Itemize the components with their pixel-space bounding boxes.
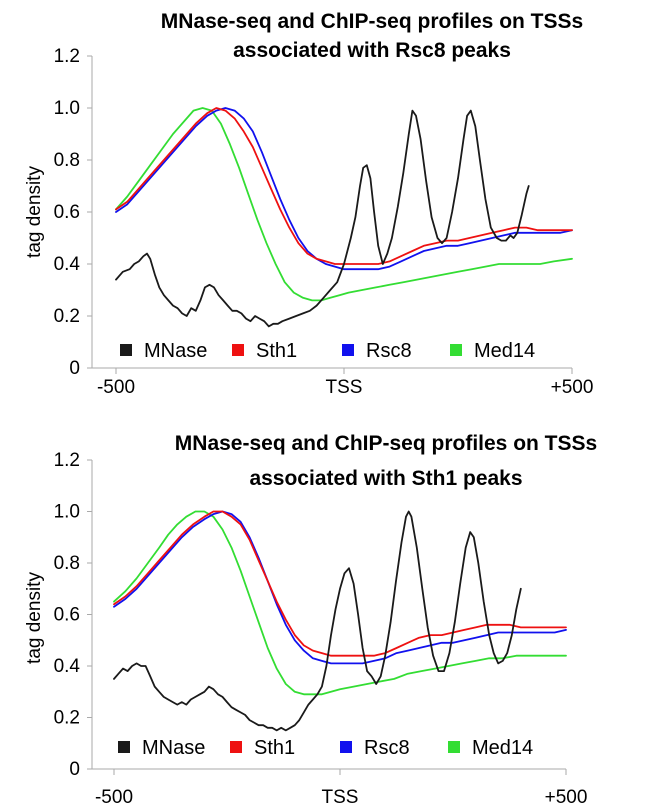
- legend-swatch-sth1: [230, 741, 242, 753]
- chart-panel-rsc8: MNase-seq and ChIP-seq profiles on TSSs a…: [24, 10, 594, 398]
- legend-swatch-med14: [450, 344, 462, 356]
- chart-sth1: MNase-seq and ChIP-seq profiles on TSSs a…: [24, 432, 597, 808]
- x-tick-label: TSS: [322, 787, 359, 808]
- legend-swatch-mnase: [120, 344, 132, 356]
- chart-panel-sth1: MNase-seq and ChIP-seq profiles on TSSs a…: [0, 408, 656, 812]
- y-tick-label: 0.8: [54, 150, 80, 171]
- y-axis-label: tag density: [24, 166, 45, 258]
- chart-title-line: MNase-seq and ChIP-seq profiles on TSSs: [175, 432, 597, 455]
- series-line-mnase: [113, 510, 522, 732]
- legend-swatch-sth1: [232, 344, 244, 356]
- y-tick-label: 1.2: [54, 46, 80, 67]
- legend-label-rsc8: Rsc8: [364, 737, 410, 759]
- x-tick-label: -500: [95, 787, 133, 808]
- series-line-med14: [115, 107, 573, 302]
- chart-title-line: associated with Sth1 peaks: [249, 467, 522, 490]
- y-axis-label: tag density: [24, 572, 45, 664]
- y-tick-label: 0.2: [54, 306, 80, 327]
- y-tick-label: 1.0: [54, 98, 80, 119]
- legend-swatch-med14: [448, 741, 460, 753]
- legend-swatch-rsc8: [340, 741, 352, 753]
- legend-label-mnase: MNase: [144, 340, 207, 362]
- y-tick-label: 0.6: [54, 202, 80, 223]
- chart-rsc8: MNase-seq and ChIP-seq profiles on TSSs a…: [24, 10, 594, 398]
- series-line-med14: [113, 510, 567, 696]
- y-tick-label: 1.2: [54, 450, 80, 471]
- legend-label-rsc8: Rsc8: [366, 340, 412, 362]
- legend-swatch-mnase: [118, 741, 130, 753]
- chart-title-line: MNase-seq and ChIP-seq profiles on TSSs: [161, 10, 583, 33]
- y-tick-label: 0: [69, 358, 80, 379]
- legend-swatch-rsc8: [342, 344, 354, 356]
- x-tick-label: +500: [551, 377, 594, 398]
- legend-label-med14: Med14: [474, 340, 535, 362]
- legend-label-med14: Med14: [472, 737, 533, 759]
- series-line-rsc8: [115, 107, 573, 271]
- series-line-sth1: [115, 107, 573, 265]
- series-line-sth1: [113, 510, 567, 657]
- y-tick-label: 1.0: [54, 502, 80, 523]
- y-tick-label: 0: [69, 759, 80, 780]
- y-tick-label: 0.4: [54, 656, 81, 677]
- chart-title-line: associated with Rsc8 peaks: [233, 39, 511, 62]
- y-tick-label: 0.6: [54, 605, 80, 626]
- x-tick-label: +500: [545, 787, 588, 808]
- x-tick-label: -500: [97, 377, 135, 398]
- legend-label-sth1: Sth1: [256, 340, 297, 362]
- y-tick-label: 0.2: [54, 708, 80, 729]
- series-line-mnase: [115, 109, 530, 328]
- x-tick-label: TSS: [326, 377, 363, 398]
- y-tick-label: 0.8: [54, 553, 80, 574]
- legend-label-sth1: Sth1: [254, 737, 295, 759]
- legend-label-mnase: MNase: [142, 737, 205, 759]
- y-tick-label: 0.4: [54, 254, 81, 275]
